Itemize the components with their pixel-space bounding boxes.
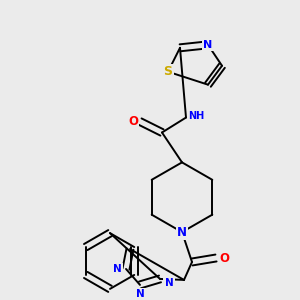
Text: N: N — [112, 264, 122, 274]
Text: O: O — [219, 251, 229, 265]
Text: O: O — [128, 115, 138, 128]
Text: N: N — [177, 226, 187, 238]
Text: N: N — [203, 40, 213, 50]
Text: N: N — [136, 289, 144, 299]
Text: S: S — [164, 65, 172, 78]
Text: N: N — [165, 278, 173, 288]
Text: NH: NH — [188, 111, 204, 121]
